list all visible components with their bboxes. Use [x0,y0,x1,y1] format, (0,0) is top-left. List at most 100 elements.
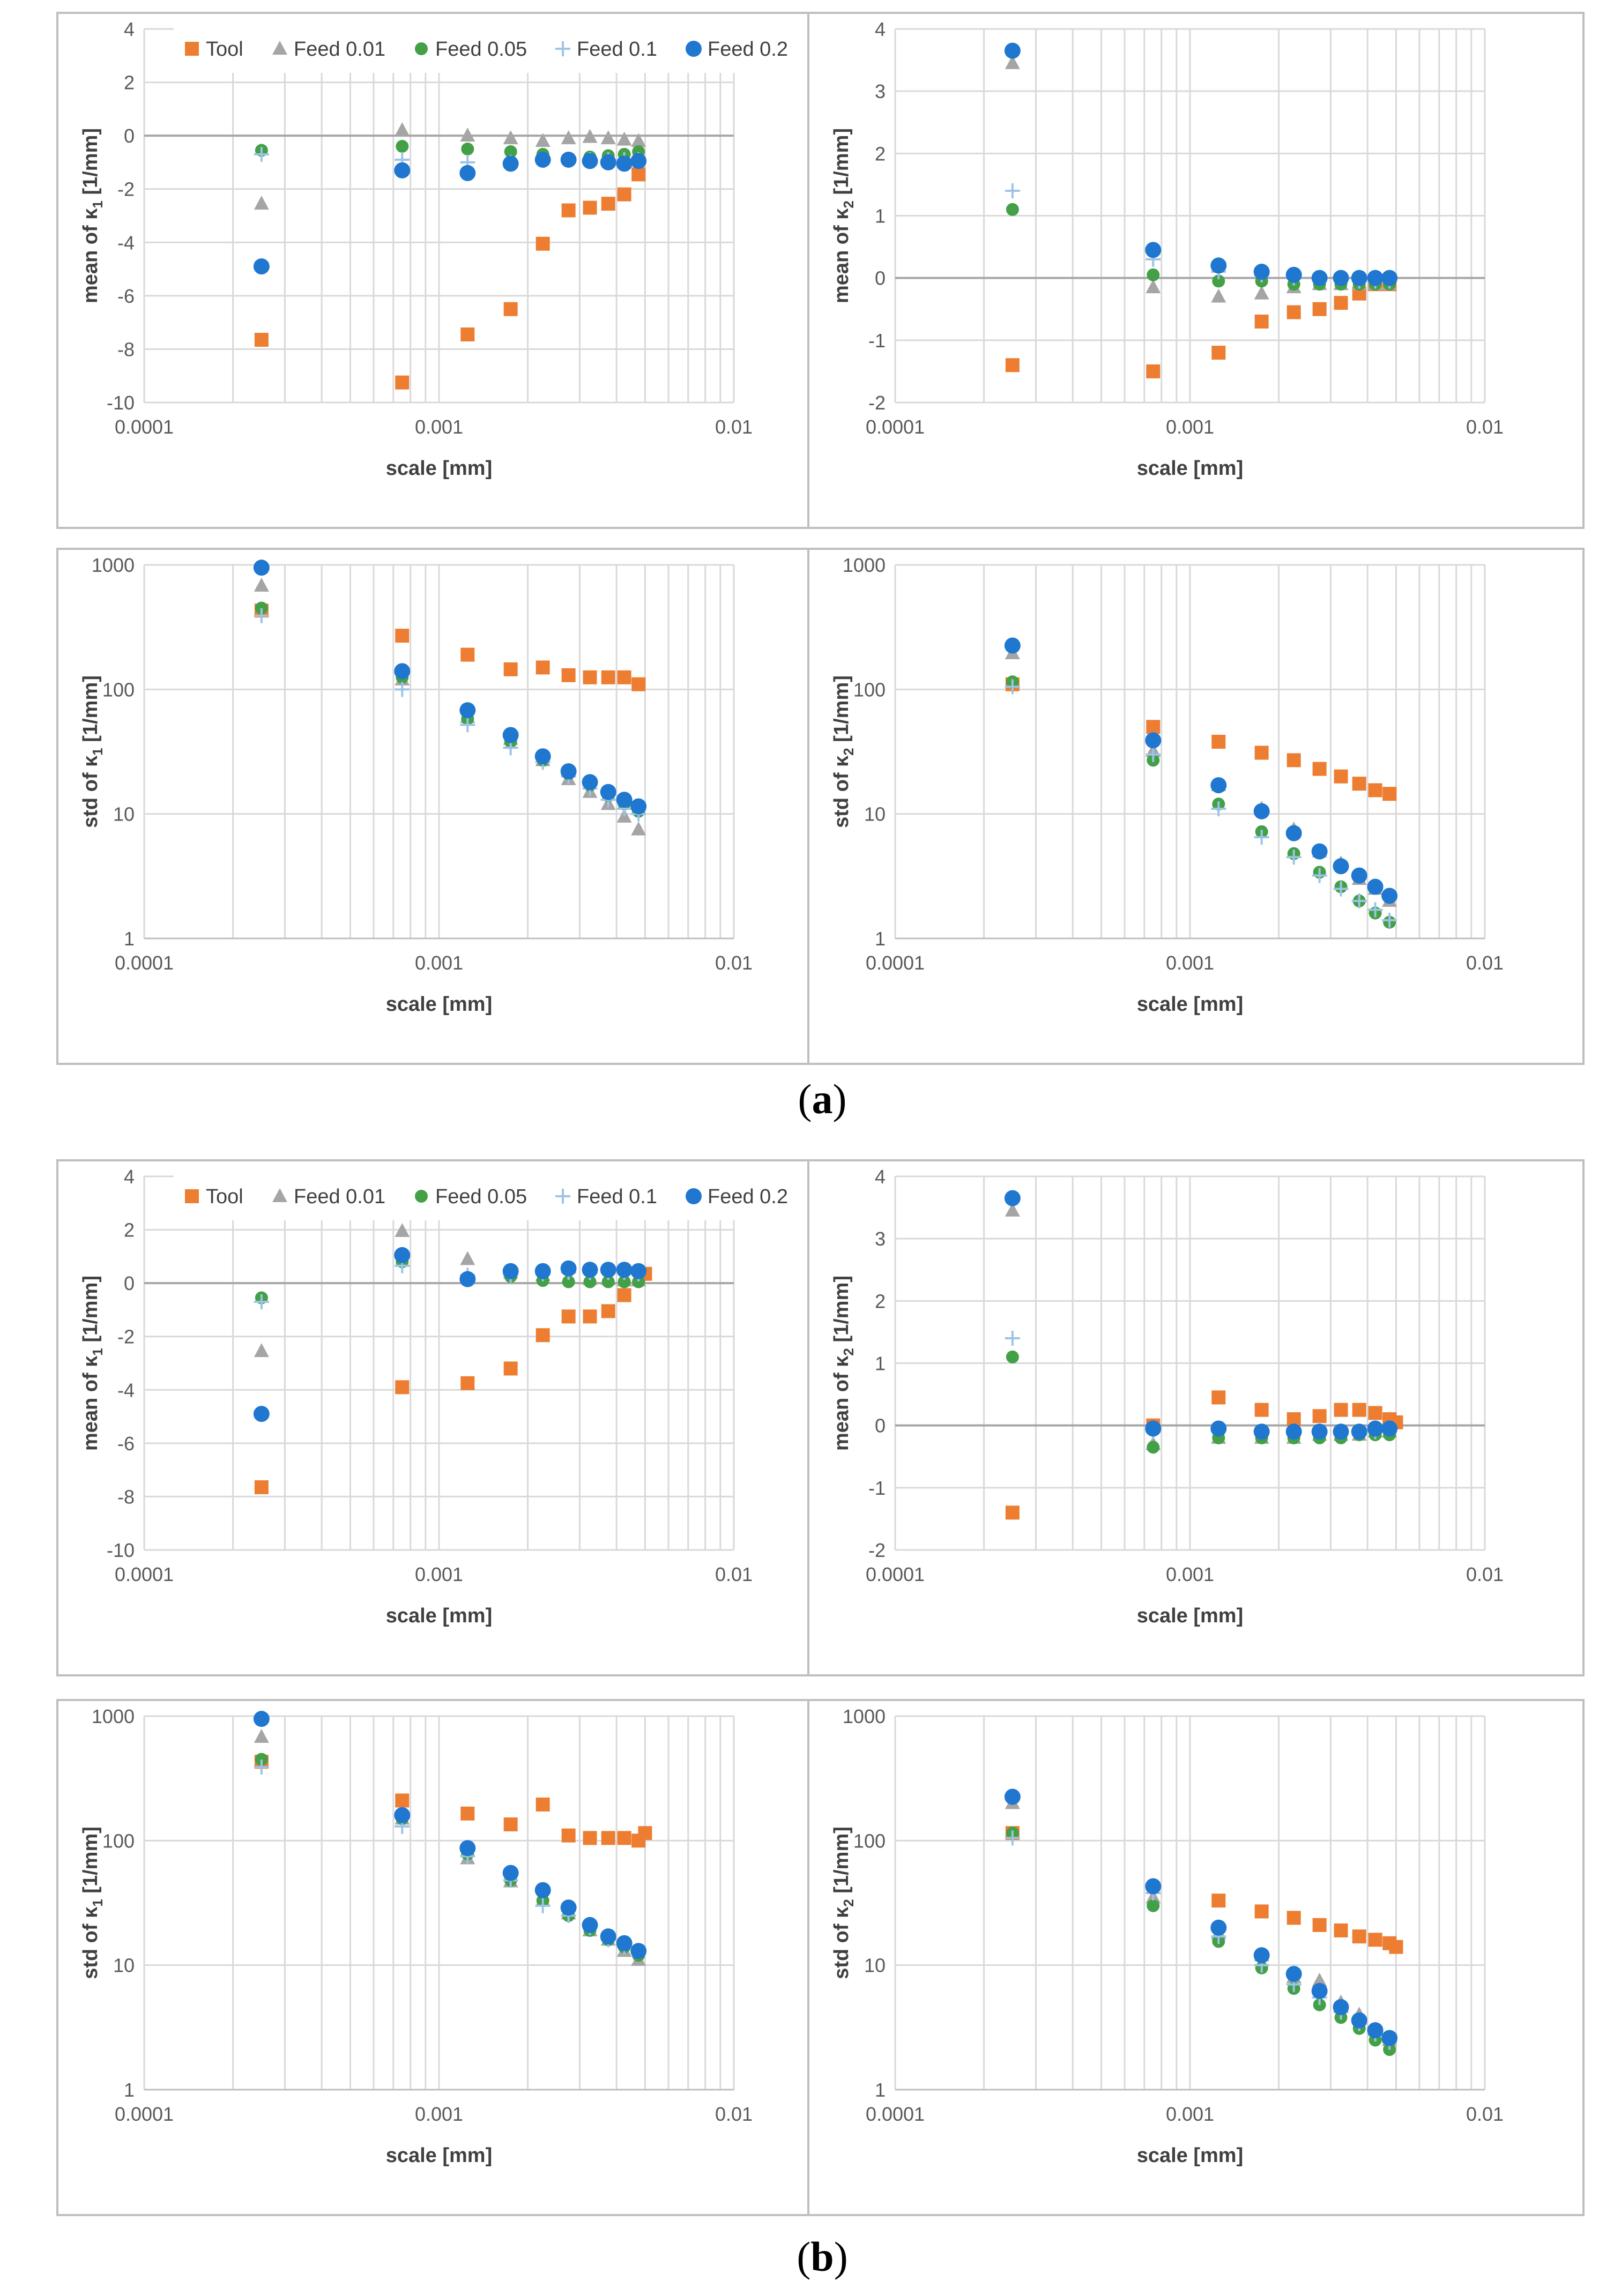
x-tick-label: 0.0001 [115,2103,174,2125]
data-point [395,1793,410,1808]
data-point [535,1898,551,1913]
y-tick-label: -8 [117,338,135,360]
data-point [253,560,270,576]
data-point [1311,270,1328,286]
data-point [583,670,597,684]
y-tick-label: 1000 [843,554,886,576]
data-point [1212,274,1225,288]
y-tick-label: 1 [875,1353,886,1375]
data-point [1146,279,1161,294]
data-point [600,154,616,170]
data-point [1367,902,1383,918]
y-axis-title-subscript: 1 [90,748,106,755]
data-point [254,196,269,210]
series-tool [1005,1390,1403,1520]
data-point [1254,1904,1269,1919]
gridlines [143,1715,735,2091]
data-point [1286,305,1301,319]
data-point [534,1263,551,1279]
data-point [1004,1788,1021,1805]
x-tick-label: 0.001 [1166,952,1214,974]
data-point [582,1917,598,1933]
y-axis-title-subscript: 2 [841,200,857,208]
data-point [503,130,518,145]
x-tick-label: 0.01 [715,2103,753,2125]
y-axis-title: std of κ1 [1/mm] [79,675,106,828]
x-axis-title: scale [mm] [386,993,493,1016]
gridlines [894,1175,1486,1551]
x-tick-label: 0.01 [1466,2103,1504,2125]
legend-label: Feed 0.01 [294,38,385,61]
series-tool [254,603,646,691]
legend-label: Feed 0.1 [577,1186,657,1208]
plot-area [1004,1788,1403,2056]
data-point [631,167,646,182]
legend-label: Tool [206,38,243,61]
data-point [1005,358,1020,372]
series-tool [1005,1826,1403,1954]
y-tick-label: -2 [117,1326,135,1348]
y-tick-label: 2 [875,1290,886,1312]
data-point [1312,1918,1327,1932]
data-point [503,1817,518,1832]
gridlines [143,28,735,404]
y-tick-label: 100 [102,679,135,700]
chart-panel-a-std-k2: 1000 100 10 1 0.0001 0.001 0.01 scale [mm] std o… [807,548,1585,1065]
y-tick-label: -4 [117,1379,135,1401]
data-point [253,258,270,275]
x-tick-label: 0.001 [415,1563,463,1585]
data-point [600,1928,616,1945]
x-tick-label: 0.0001 [866,952,925,974]
data-point [460,128,475,142]
data-point [1211,734,1226,749]
chart-a-std-k2: 1000 100 10 10.0001 0.001 0.01 scale [mm] std o… [830,554,1504,1016]
legend-item-feed-0-1: Feed 0.1 [555,38,657,61]
data-point [1210,1919,1227,1936]
y-axis-title-main: mean of κ [79,208,102,303]
data-point [601,1304,615,1318]
data-point [1005,1202,1020,1217]
x-tick-label: 0.0001 [115,416,174,438]
y-axis-title: std of κ1 [1/mm] [79,1827,106,1979]
y-tick-label: -1 [868,330,886,352]
y-tick-label: 4 [875,18,886,40]
data-point [1004,42,1021,59]
y-tick-label: 100 [853,1830,886,1852]
data-point [534,1882,551,1898]
data-point [460,1806,475,1821]
data-point [1211,801,1226,817]
data-point [502,1865,519,1881]
data-point [616,131,632,146]
y-axis-title-main: std of κ [79,755,102,828]
data-point [583,200,597,215]
data-point [1389,1940,1403,1954]
y-tick-label: 10 [113,1955,135,1977]
data-point [1285,1966,1302,1982]
gridlines [894,1715,1486,2091]
data-point [1382,787,1397,801]
chart-panel-a-mean-k2: 4 3 2 1 0 -1 -2 0.0001 0.001 0.01 scale [mm] mean o… [807,12,1585,529]
plot-area [1004,1190,1403,1520]
x-axis-title: scale [mm] [1137,457,1244,480]
data-point [1351,1423,1367,1440]
data-point [534,151,551,168]
y-axis-title-main: mean of κ [830,1355,853,1451]
series-feed-0-2 [253,1711,647,1959]
series-tool [254,1755,652,1848]
y-tick-label: -6 [117,1433,135,1455]
data-point [459,165,476,181]
legend-label: Feed 0.05 [435,38,527,61]
data-point [534,748,551,765]
data-point [255,601,268,615]
data-point [616,792,633,808]
data-point [561,1828,576,1843]
legend-marker [555,1189,570,1204]
x-axis-title: scale [mm] [1137,993,1244,1016]
data-point [1286,1911,1301,1925]
y-axis-title-main: std of κ [830,1906,853,1979]
data-point [630,1263,647,1279]
data-point [1333,858,1349,875]
data-point [1352,1403,1366,1417]
series-feed-0-2 [253,1247,647,1422]
